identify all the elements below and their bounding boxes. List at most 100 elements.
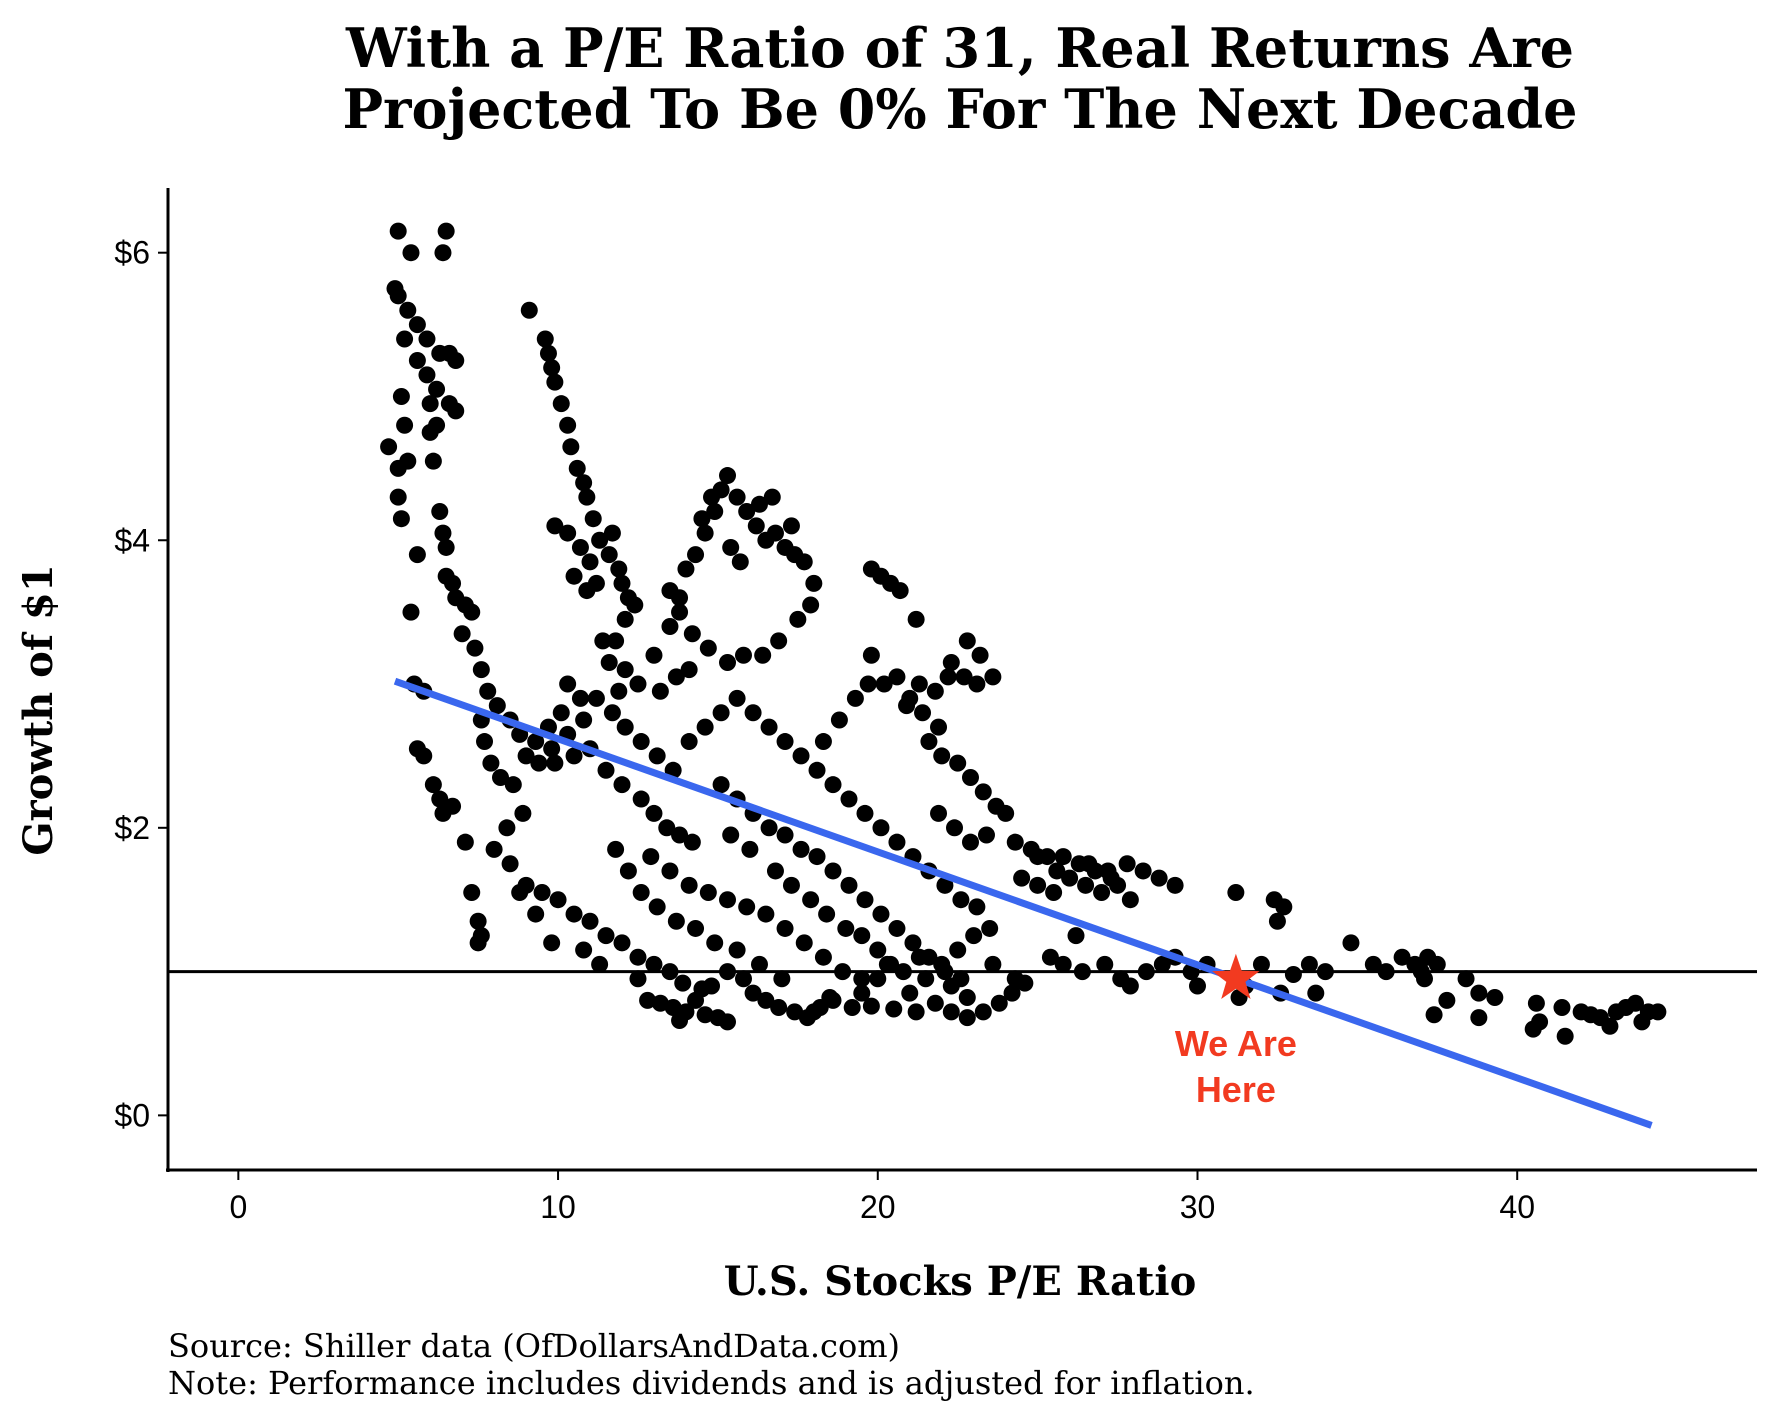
data-point	[1080, 855, 1098, 873]
data-point	[703, 488, 721, 506]
data-point	[511, 884, 529, 902]
data-point	[814, 948, 832, 966]
data-point	[437, 222, 455, 240]
data-point	[961, 768, 979, 786]
data-point	[424, 452, 442, 470]
data-point	[1438, 991, 1456, 1009]
data-point	[888, 668, 906, 686]
data-point	[645, 646, 663, 664]
data-point	[958, 988, 976, 1006]
data-point	[930, 804, 948, 822]
data-point	[651, 682, 669, 700]
data-point	[814, 733, 832, 751]
data-point	[616, 661, 634, 679]
current-position-star	[1212, 953, 1260, 999]
data-point	[1006, 970, 1024, 988]
data-point	[1041, 948, 1059, 966]
x-tick-label: 10	[540, 1189, 576, 1225]
data-point	[1054, 848, 1072, 866]
data-point	[907, 610, 925, 628]
data-point	[466, 639, 484, 657]
data-point	[408, 546, 426, 564]
data-point	[597, 927, 615, 945]
data-point	[571, 689, 589, 707]
y-tick-label: $0	[114, 1097, 150, 1133]
data-point	[671, 603, 689, 621]
data-point	[696, 524, 714, 542]
data-point	[600, 546, 618, 564]
data-point	[808, 848, 826, 866]
data-point	[408, 316, 426, 334]
data-point	[754, 646, 772, 664]
data-point	[402, 603, 420, 621]
data-point	[1166, 876, 1184, 894]
data-point	[859, 675, 877, 693]
data-point	[581, 912, 599, 930]
chart-title-line-2: Projected To Be 0% For The Next Decade	[342, 77, 1577, 141]
data-point	[584, 510, 602, 528]
data-point	[1252, 955, 1270, 973]
data-point	[1300, 955, 1318, 973]
data-point	[613, 574, 631, 592]
data-point	[792, 747, 810, 765]
data-point	[930, 718, 948, 736]
data-point	[802, 596, 820, 614]
data-point	[869, 970, 887, 988]
data-point	[770, 999, 788, 1017]
data-point	[766, 524, 784, 542]
data-point	[738, 898, 756, 916]
data-point	[1096, 955, 1114, 973]
data-point	[1531, 1013, 1549, 1031]
data-point	[706, 934, 724, 952]
data-point	[664, 999, 682, 1017]
data-point	[878, 955, 896, 973]
data-point	[990, 994, 1008, 1012]
data-point	[447, 352, 465, 370]
data-point	[914, 704, 932, 722]
data-point	[629, 675, 647, 693]
data-point	[671, 826, 689, 844]
data-point	[949, 754, 967, 772]
data-point	[469, 934, 487, 952]
data-point	[1275, 898, 1293, 916]
data-point	[757, 991, 775, 1009]
data-point	[917, 970, 935, 988]
data-point	[1054, 955, 1072, 973]
data-point	[1601, 1017, 1619, 1035]
data-point	[492, 768, 510, 786]
data-point	[1364, 955, 1382, 973]
data-point	[421, 395, 439, 413]
data-point	[389, 488, 407, 506]
data-point	[415, 747, 433, 765]
data-point	[901, 984, 919, 1002]
data-point	[830, 711, 848, 729]
data-point	[428, 416, 446, 434]
data-point	[757, 905, 775, 923]
data-point	[501, 855, 519, 873]
data-point	[926, 994, 944, 1012]
data-point	[434, 244, 452, 262]
data-point	[840, 876, 858, 894]
data-point	[981, 919, 999, 937]
data-point	[744, 984, 762, 1002]
data-point	[552, 395, 570, 413]
data-point	[667, 912, 685, 930]
chart-title-line-1: With a P/E Ratio of 31, Real Returns Are	[345, 16, 1574, 80]
data-point	[1470, 984, 1488, 1002]
data-point	[392, 387, 410, 405]
data-point	[926, 682, 944, 700]
data-point	[1099, 862, 1117, 880]
data-point	[527, 733, 545, 751]
data-point	[498, 819, 516, 837]
data-point	[856, 804, 874, 822]
data-point	[776, 826, 794, 844]
trend-line	[393, 677, 1653, 1129]
data-point	[750, 955, 768, 973]
data-point	[616, 718, 634, 736]
data-point	[431, 790, 449, 808]
data-point	[437, 538, 455, 556]
data-point	[424, 776, 442, 794]
data-point	[661, 618, 679, 636]
data-point	[632, 733, 650, 751]
